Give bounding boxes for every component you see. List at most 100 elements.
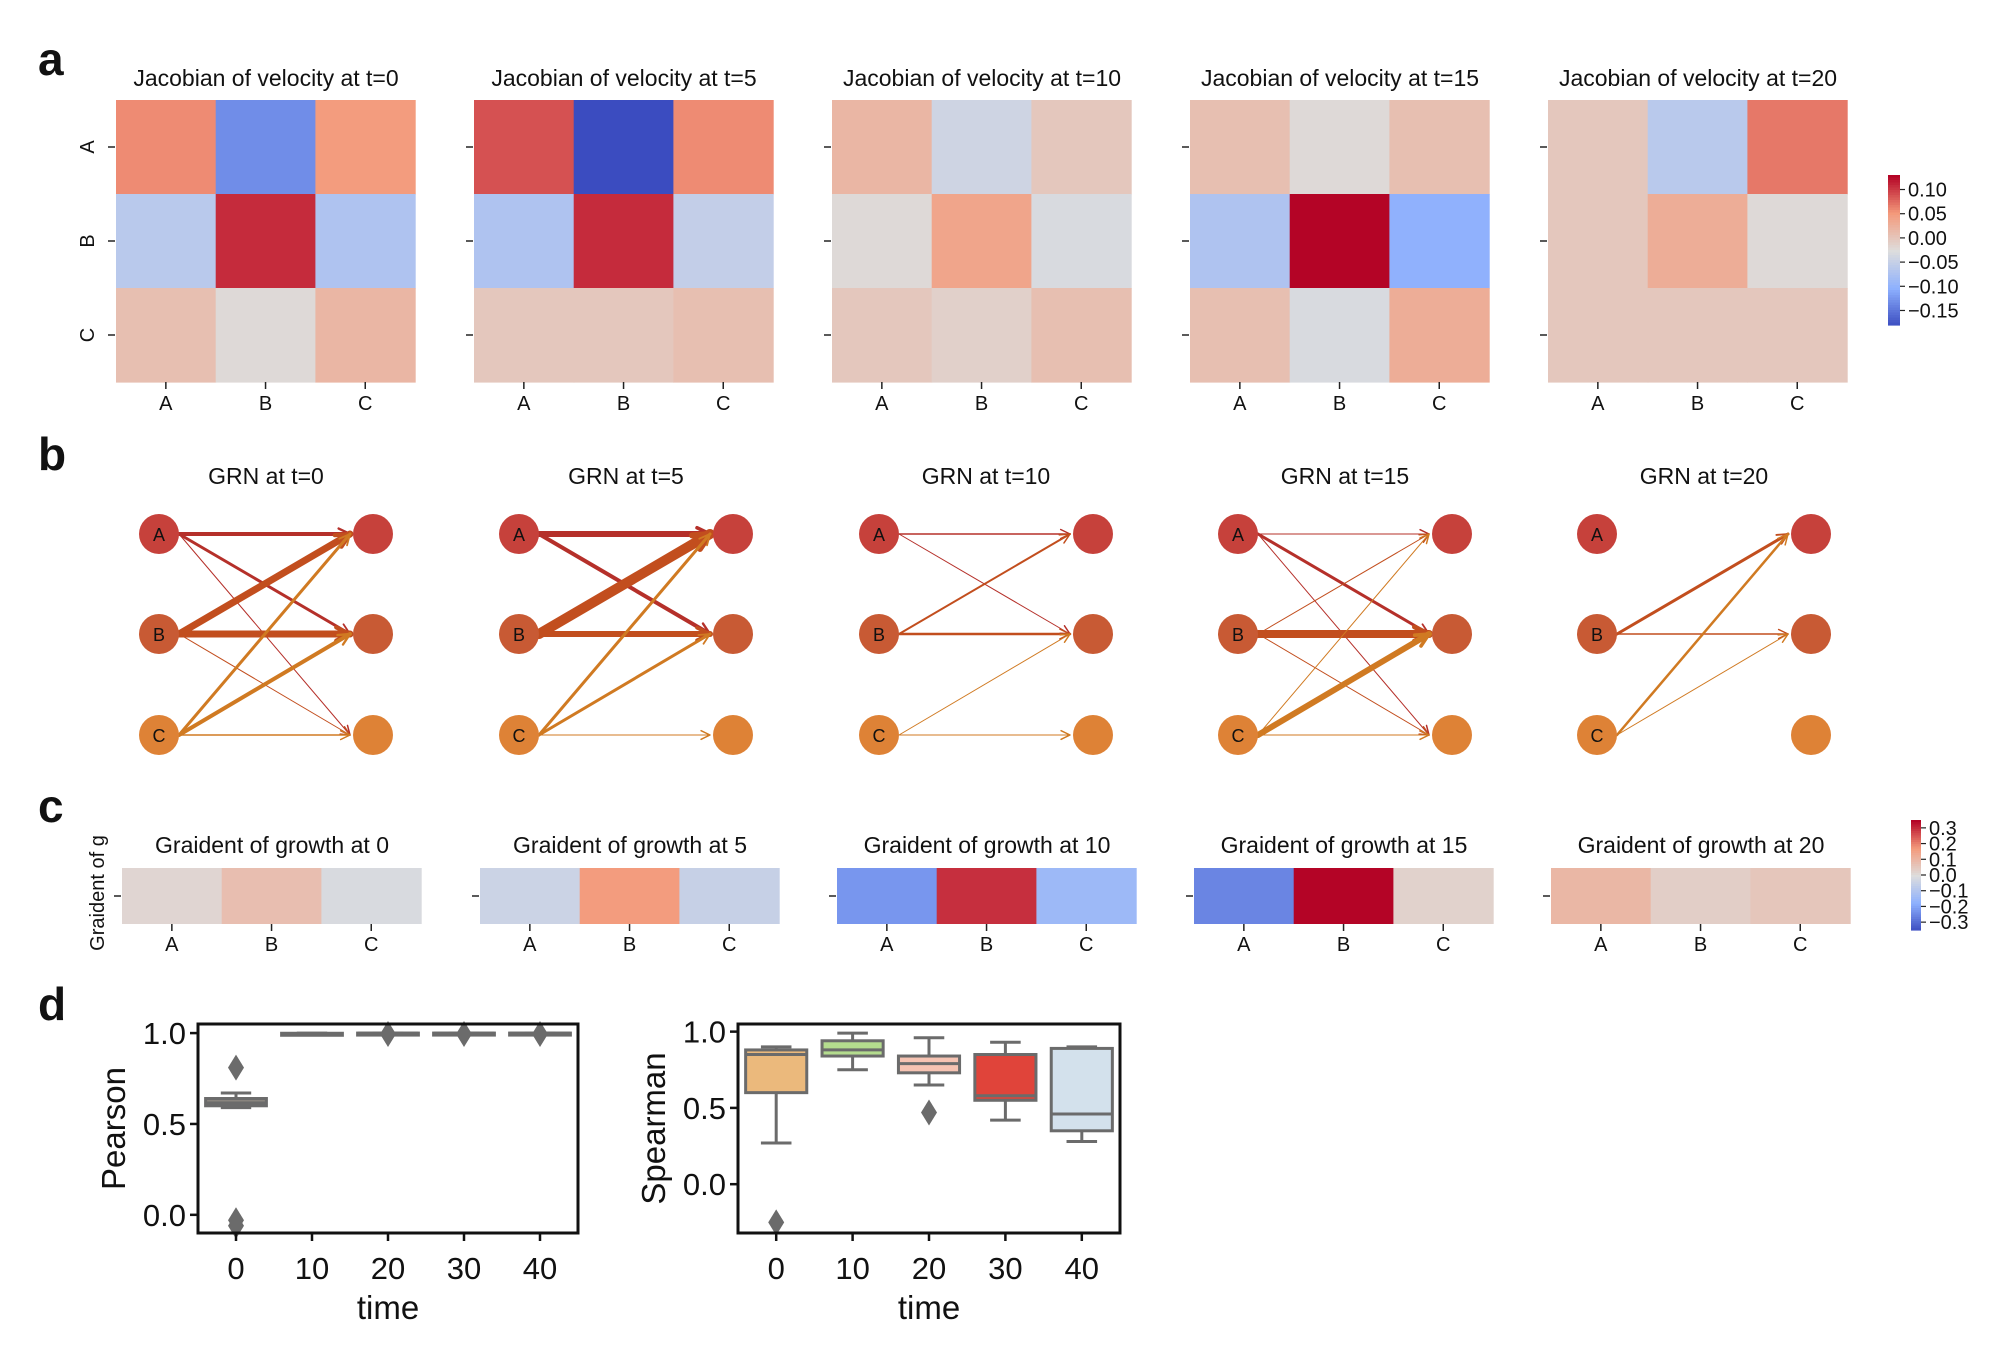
growth-heatmap-3: Graident of growth at 15 A B C <box>1186 832 1494 956</box>
colorbar-segment <box>1888 290 1900 294</box>
x-tick-label: C <box>722 934 736 956</box>
growth-heatmap-0: Graident of growth at 0 A B C <box>114 832 422 956</box>
grn-node-label: B <box>873 625 885 645</box>
flier <box>228 1054 244 1081</box>
heatmap-cell <box>1190 194 1291 289</box>
flier <box>921 1099 937 1126</box>
grn-node <box>1218 614 1258 654</box>
x-tick-label: B <box>259 393 272 415</box>
heatmap-title: Graident of growth at 5 <box>513 832 747 858</box>
colorbar-tick-label: −0.05 <box>1908 252 1959 274</box>
grn-edge <box>1255 631 1432 738</box>
grn-node <box>139 614 179 654</box>
grn-edge-arrowhead <box>1412 632 1431 648</box>
y-axis-label: Pearson <box>95 1067 132 1190</box>
colorbar-segment <box>1888 285 1900 289</box>
colorbar-segment <box>1888 232 1900 236</box>
colorbar-segment <box>1911 826 1921 830</box>
heatmap-cell <box>936 868 1037 924</box>
grn-edge <box>537 532 712 737</box>
heatmap-cell <box>931 288 1032 383</box>
grn-node <box>859 514 899 554</box>
growth-heatmap-4: Graident of growth at 20 A B C <box>1543 832 1851 956</box>
grn-network-1: GRN at t=5 A B C <box>499 463 753 755</box>
colorbar-segment <box>1911 910 1921 913</box>
colorbar-segment <box>1888 177 1900 181</box>
jacobian-colorbar: 0.100.050.00−0.05−0.10−0.15 <box>1888 175 1959 326</box>
colorbar-segment <box>1888 275 1900 279</box>
x-tick-label: 40 <box>1065 1251 1099 1286</box>
colorbar-segment <box>1911 848 1921 852</box>
grn-target-node <box>353 715 393 755</box>
heatmap-cell <box>573 100 674 195</box>
colorbar-segment <box>1888 235 1900 239</box>
heatmap-cell <box>1548 100 1649 195</box>
colorbar-segment <box>1888 210 1900 214</box>
colorbar-segment <box>1911 855 1921 858</box>
y-tick-label: 0.0 <box>683 1167 726 1202</box>
colorbar-tick-label: −0.10 <box>1908 276 1959 298</box>
growth-gradient-heatmaps: Graident of g Graident of growth at 0A B CG… <box>87 818 1968 956</box>
x-tick-label: 0 <box>227 1251 244 1286</box>
colorbar-segment <box>1888 257 1900 261</box>
heatmap-cell <box>1036 868 1137 924</box>
colorbar-segment <box>1911 901 1921 905</box>
heatmap-cell <box>832 194 933 289</box>
colorbar-segment <box>1888 260 1900 264</box>
colorbar-segment <box>1888 295 1900 299</box>
colorbar-segment <box>1888 297 1900 301</box>
y-tick-label: 0.5 <box>143 1107 186 1142</box>
colorbar-segment <box>1911 820 1921 823</box>
colorbar-tick-label: 0.10 <box>1908 180 1947 202</box>
colorbar-segment <box>1911 890 1921 894</box>
heatmap-cell <box>1747 100 1848 195</box>
colorbar-segment <box>1911 899 1921 902</box>
x-tick-label: B <box>617 393 630 415</box>
grn-edge <box>177 632 352 737</box>
axes-frame <box>736 1022 1122 1235</box>
colorbar-segment <box>1888 240 1900 244</box>
colorbar-segment <box>1888 242 1900 246</box>
box-0 <box>744 1045 809 1236</box>
colorbar-segment <box>1911 831 1921 834</box>
colorbar-segment <box>1888 300 1900 304</box>
grn-node-label: B <box>1232 625 1244 645</box>
heatmap-cell <box>474 100 575 195</box>
x-tick-label: B <box>975 393 988 415</box>
grn-node-label: C <box>513 726 526 746</box>
heatmap-cell <box>215 288 316 383</box>
colorbar-segment <box>1911 872 1921 876</box>
jacobian-heatmaps: Jacobian of velocity at t=0A B CABCJacobia… <box>77 65 1959 415</box>
y-tick-label: B <box>77 234 99 247</box>
x-tick-label: B <box>1694 934 1707 956</box>
x-tick-label: 10 <box>295 1251 329 1286</box>
grn-target-node <box>713 514 753 554</box>
x-tick-label: B <box>1333 393 1346 415</box>
flier <box>380 1020 396 1047</box>
heatmap-cell <box>1389 288 1490 383</box>
colorbar-segment <box>1911 903 1921 907</box>
colorbar-segment <box>1888 182 1900 186</box>
heatmap-cell <box>1747 288 1848 383</box>
grn-node-label: A <box>153 525 165 545</box>
x-tick-label: A <box>1233 393 1247 415</box>
x-tick-label: 30 <box>447 1251 481 1286</box>
colorbar-segment <box>1888 292 1900 296</box>
grn-title: GRN at t=0 <box>208 463 324 489</box>
grn-edge-arrowhead <box>1776 533 1789 546</box>
colorbar-segment <box>1888 267 1900 271</box>
grn-edge-arrowhead <box>338 533 351 547</box>
colorbar-segment <box>1888 305 1900 309</box>
colorbar-segment <box>1888 322 1900 326</box>
axes-frame <box>196 1022 580 1235</box>
colorbar-segment <box>1911 837 1921 841</box>
colorbar-segment <box>1911 846 1921 850</box>
x-tick-label: B <box>1691 393 1704 415</box>
grn-edge-arrowhead <box>1060 729 1071 741</box>
heatmap-cell <box>1389 194 1490 289</box>
box-30 <box>432 1020 496 1047</box>
heatmap-cell <box>1389 100 1490 195</box>
grn-node <box>139 514 179 554</box>
colorbar-segment <box>1911 839 1921 843</box>
box-10 <box>820 1031 885 1072</box>
